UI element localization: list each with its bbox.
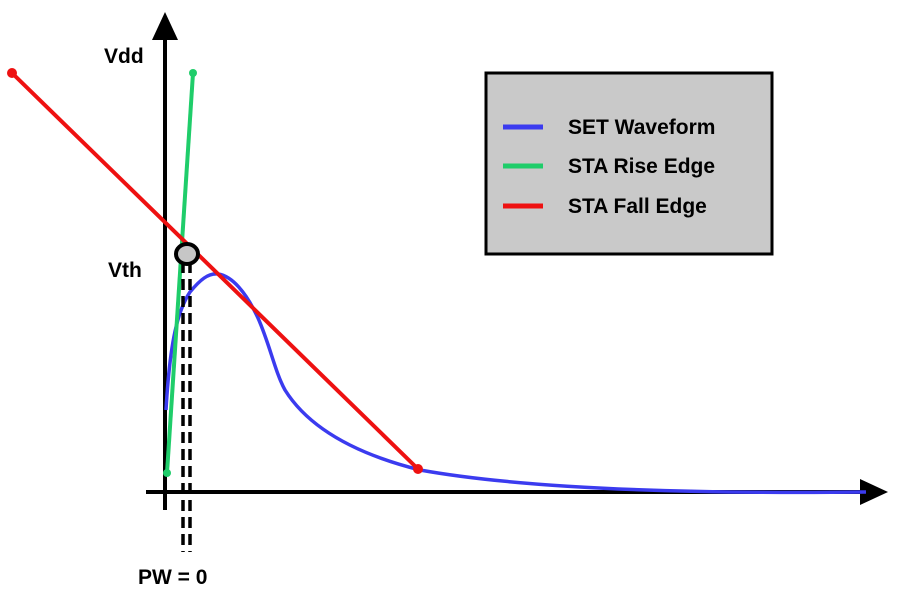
fall-edge-end-point <box>413 464 423 474</box>
rise-edge-end-point <box>189 69 197 77</box>
legend-label-sta-rise-edge: STA Rise Edge <box>568 155 715 178</box>
vdd-label: Vdd <box>104 45 144 68</box>
vth-label: Vth <box>108 259 142 282</box>
sta-rise-edge-line <box>165 72 195 474</box>
legend-label-set-waveform: SET Waveform <box>568 116 715 139</box>
sta-fall-edge-line <box>10 71 420 471</box>
x-axis-arrowhead <box>860 479 888 505</box>
y-axis-arrowhead <box>152 12 178 40</box>
set-waveform-curve <box>164 272 867 495</box>
threshold-crossing-marker <box>174 242 200 266</box>
legend-label-sta-fall-edge: STA Fall Edge <box>568 195 707 218</box>
rise-edge-start-point <box>163 469 171 477</box>
pw-label: PW = 0 <box>138 566 207 589</box>
legend: SET Waveform STA Rise Edge STA Fall Edge <box>484 71 774 256</box>
fall-edge-start-point <box>7 68 17 78</box>
